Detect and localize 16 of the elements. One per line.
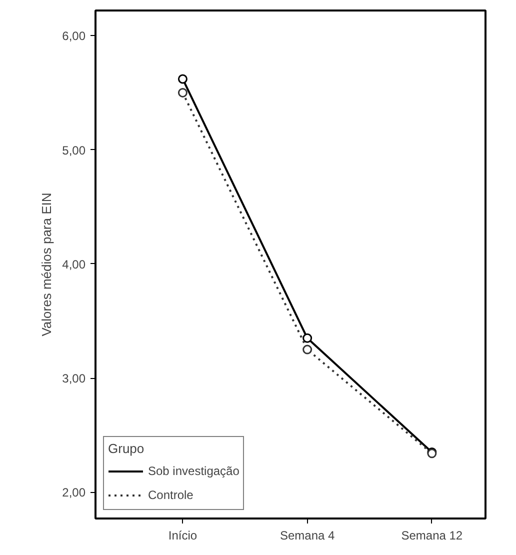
y-tick-label: 2,00 — [62, 486, 86, 500]
y-axis-title: Valores médios para EIN — [39, 192, 54, 336]
y-tick-label: 4,00 — [62, 257, 86, 272]
x-tick-label: Semana 12 — [401, 528, 463, 542]
point — [178, 88, 188, 98]
y-tick-label: 3,00 — [62, 372, 86, 386]
y-tick-label: 6,00 — [62, 29, 86, 44]
legend-label: Sob investigação — [148, 464, 240, 478]
x-tick-label: Início — [168, 528, 198, 542]
point — [302, 333, 312, 343]
x-tick-label: Semana 4 — [280, 528, 335, 542]
legend-title: Grupo — [108, 441, 146, 456]
point — [178, 74, 188, 84]
y-tick-label: 5,00 — [62, 143, 86, 158]
legend-label: Controle — [148, 488, 194, 502]
point — [302, 344, 312, 354]
